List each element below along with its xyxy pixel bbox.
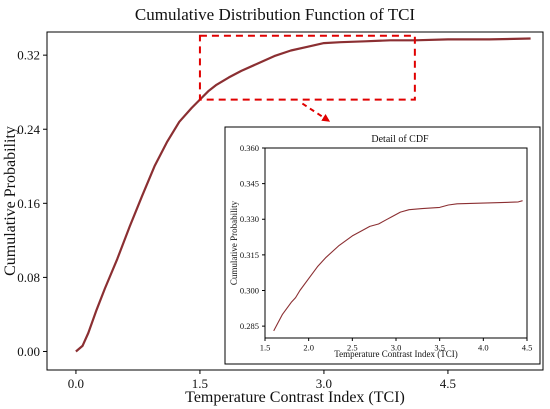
main-y-axis-label: Cumulative Probability xyxy=(2,126,19,276)
main-x-axis-label: Temperature Contrast Index (TCI) xyxy=(185,389,405,406)
inset-x-tick-label: 4.5 xyxy=(522,343,533,353)
inset-x-tick-label: 3.0 xyxy=(391,343,402,353)
inset-panel xyxy=(224,126,541,365)
inset-y-axis-label: Cumulative Probability xyxy=(229,200,239,285)
inset-y-tick-label: 0.360 xyxy=(240,143,259,153)
inset-y-tick-label: 0.300 xyxy=(240,285,259,295)
main-y-ticks: 0.00 0.08 0.16 0.24 0.32 xyxy=(17,48,47,359)
main-x-tick-label: 1.5 xyxy=(192,376,208,391)
main-y-tick-label: 0.08 xyxy=(17,270,40,285)
main-x-ticks: 0.0 1.5 3.0 4.5 xyxy=(68,370,456,391)
inset-y-tick-label: 0.330 xyxy=(240,214,259,224)
main-y-tick-label: 0.24 xyxy=(17,122,40,137)
inset-x-tick-label: 4.0 xyxy=(478,343,489,353)
main-x-tick-label: 3.0 xyxy=(316,376,332,391)
main-y-tick-label: 0.00 xyxy=(17,344,40,359)
inset-x-tick-label: 2.5 xyxy=(347,343,358,353)
main-chart-title: Cumulative Distribution Function of TCI xyxy=(135,5,416,24)
inset-x-tick-label: 1.5 xyxy=(260,343,271,353)
main-y-tick-label: 0.16 xyxy=(17,196,40,211)
main-cdf-line xyxy=(75,37,531,353)
main-y-tick-label: 0.32 xyxy=(17,48,40,63)
inset-y-tick-label: 0.315 xyxy=(240,250,259,260)
main-plot-frame xyxy=(46,31,544,371)
inset-x-tick-label: 2.0 xyxy=(303,343,314,353)
inset-x-tick-label: 3.5 xyxy=(434,343,445,353)
inset-y-tick-label: 0.285 xyxy=(240,321,259,331)
inset-chart-title: Detail of CDF xyxy=(371,134,429,145)
inset-x-ticks: 1.5 2.0 2.5 3.0 3.5 4.0 4.5 xyxy=(260,338,533,353)
inset-x-axis-label: Temperature Contrast Index (TCI) xyxy=(334,349,458,359)
zoom-region-box xyxy=(198,34,416,101)
inset-y-tick-label: 0.345 xyxy=(240,179,259,189)
inset-y-ticks: 0.285 0.300 0.315 0.330 0.345 0.360 xyxy=(240,143,265,331)
inset-cdf-line xyxy=(273,200,523,332)
main-x-tick-label: 0.0 xyxy=(68,376,84,391)
zoom-arrow xyxy=(301,102,331,122)
main-x-tick-label: 4.5 xyxy=(440,376,456,391)
